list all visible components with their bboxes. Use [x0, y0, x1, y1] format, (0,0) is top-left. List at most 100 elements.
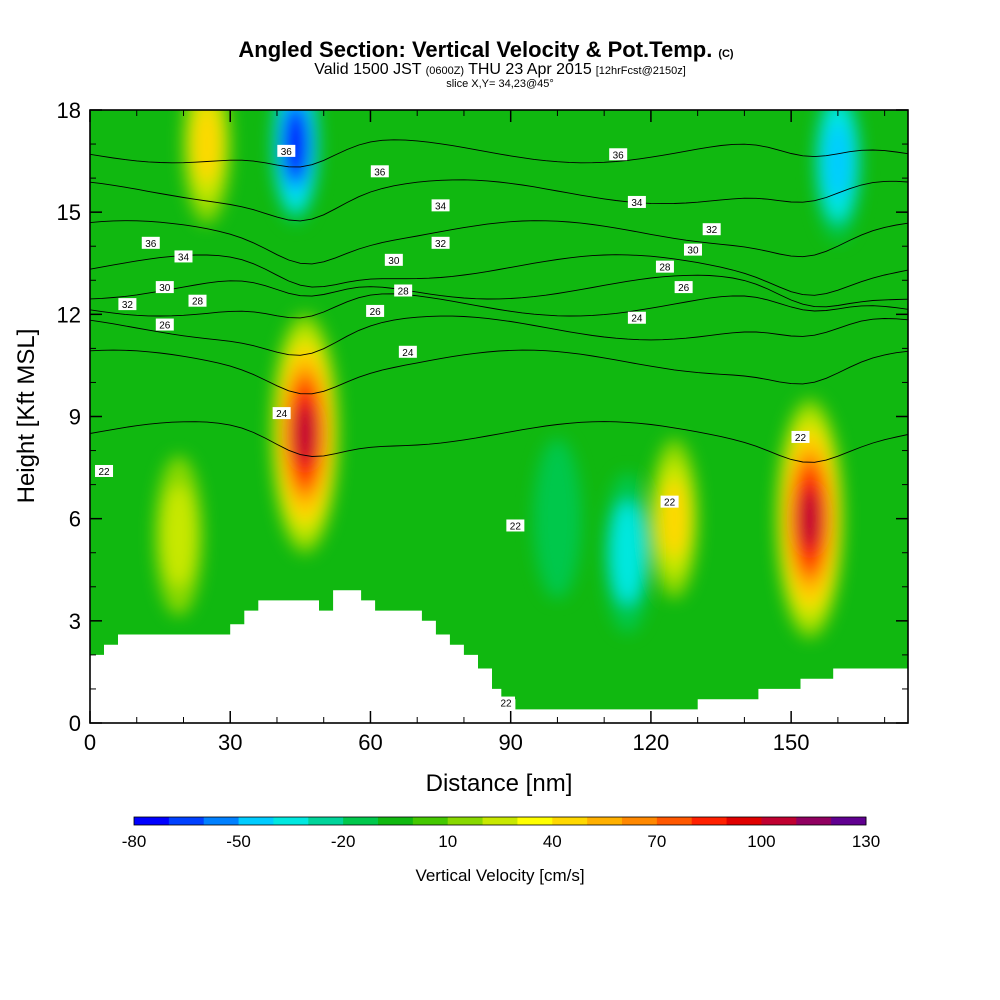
x-tick-label: 120: [633, 730, 670, 755]
velocity-blob-3-1: [162, 484, 196, 587]
contour-label: 28: [192, 297, 204, 308]
contour-label: 32: [706, 225, 718, 236]
x-tick-label: 0: [84, 730, 96, 755]
pot-temp-contour-22: [90, 421, 908, 463]
contour-label: 24: [276, 409, 288, 420]
y-tick-label: 9: [69, 405, 81, 430]
contour-label-bg: [370, 165, 389, 178]
colorbar-swatch: [482, 817, 518, 825]
colorbar-swatch: [273, 817, 309, 825]
chart-subtitle: Valid 1500 JST (0600Z) THU 23 Apr 2015 [12h…: [314, 61, 686, 78]
contour-label: 34: [178, 252, 190, 263]
y-tick-label: 18: [57, 98, 81, 123]
x-tick-label: 150: [773, 730, 810, 755]
colorbar-swatch: [726, 817, 762, 825]
contour-label-bg: [702, 223, 721, 236]
pot-temp-contour-30: [90, 274, 908, 308]
colorbar-swatch: [447, 817, 484, 825]
contour-label-bg: [384, 253, 403, 266]
colorbar-tick-label: -20: [331, 832, 356, 851]
colorbar-tick-label: -80: [122, 832, 147, 851]
colorbar-swatch: [761, 817, 797, 825]
contour-label-bg: [506, 519, 525, 532]
velocity-blob-7-1: [611, 501, 645, 604]
contour-label-bg: [791, 430, 810, 443]
contour-label: 30: [388, 256, 400, 267]
field-background: [90, 110, 908, 723]
velocity-blob-2-2: [660, 479, 688, 558]
contour-label-bg: [627, 311, 646, 324]
contour-label: 32: [435, 239, 447, 250]
contour-label-bg: [272, 407, 291, 420]
pot-temp-contour-38: [90, 139, 908, 168]
chart-title-main: Angled Section: Vertical Velocity & Pot.…: [238, 37, 712, 62]
contour-label: 34: [435, 201, 447, 212]
colorbar-swatch: [831, 817, 867, 825]
subtitle-date: THU 23 Apr 2015: [468, 61, 592, 78]
velocity-field: [90, 110, 908, 723]
contour-label-bg: [118, 298, 137, 311]
terrain: [90, 590, 908, 723]
contour-label-bg: [277, 144, 296, 157]
contour-label: 34: [631, 198, 643, 209]
velocity-blob-0-6: [293, 402, 317, 465]
subtitle-forecast: [12hrFcst@2150z]: [596, 65, 686, 77]
colorbar-swatch: [134, 817, 170, 825]
contour-label-bg: [394, 284, 413, 297]
contour-label: 30: [687, 246, 699, 257]
contour-label: 22: [510, 521, 522, 532]
contour-label-bg: [674, 281, 693, 294]
subtitle-valid: Valid 1500 JST: [314, 61, 422, 78]
contour-labels: 36 36 36 34 34 32 32 30 30 28 26 24 28 26 24 36 34 30 28 32…: [95, 144, 810, 710]
colorbar-swatch: [691, 817, 728, 825]
contour-label: 24: [631, 314, 643, 325]
contour-label-bg: [155, 281, 174, 294]
colorbar-swatch: [238, 817, 274, 825]
field-blobs: [154, 110, 862, 639]
pot-temp-contour-32: [90, 254, 908, 296]
contour-label-bg: [609, 148, 628, 161]
pot-temp-contour-36: [90, 179, 908, 222]
pot-temp-contour-24: [90, 349, 908, 395]
pot-temp-contour-28: [90, 293, 908, 319]
contour-label-bg: [431, 236, 450, 249]
x-tick-label: 30: [218, 730, 242, 755]
velocity-blob-6-2: [824, 122, 852, 200]
colorbar-swatch: [796, 817, 832, 825]
colorbar-tick-label: 10: [438, 832, 457, 851]
colorbar-swatch: [308, 817, 344, 825]
contour-label: 28: [398, 286, 410, 297]
contour-label: 22: [664, 498, 676, 509]
contour-label: 26: [370, 307, 382, 318]
contour-label-bg: [655, 260, 674, 273]
contour-label: 22: [795, 433, 807, 444]
contour-label-bg: [660, 495, 679, 508]
contour-label-bg: [497, 696, 516, 709]
colorbar-tick-label: 130: [852, 832, 880, 851]
colorbar-tick-label: 70: [647, 832, 666, 851]
colorbar-swatch: [656, 817, 693, 825]
colorbar-swatch: [552, 817, 588, 825]
contour-label-bg: [188, 294, 207, 307]
colorbar-swatch: [517, 817, 553, 825]
pot-temp-contours: [90, 139, 908, 463]
colorbar-swatch: [203, 817, 240, 825]
chart-slice-info: slice X,Y= 34,23@45°: [446, 78, 554, 90]
colorbar-swatch: [168, 817, 205, 825]
subtitle-zulu: (0600Z): [426, 65, 465, 77]
y-tick-label: 12: [57, 302, 81, 327]
contour-label-bg: [174, 250, 193, 263]
contour-label-bg: [366, 304, 385, 317]
x-tick-label: 60: [358, 730, 382, 755]
colorbar-tick-label: 40: [543, 832, 562, 851]
contour-label: 22: [500, 699, 512, 710]
colorbar-swatch: [412, 817, 449, 825]
colorbar-tick-label: 100: [747, 832, 775, 851]
contour-label: 36: [374, 167, 386, 178]
colorbar-frame: [133, 816, 867, 826]
contour-label: 36: [281, 147, 293, 158]
contour-label-bg: [398, 345, 417, 358]
velocity-blob-4-2: [193, 110, 221, 183]
colorbar-swatch: [587, 817, 623, 825]
